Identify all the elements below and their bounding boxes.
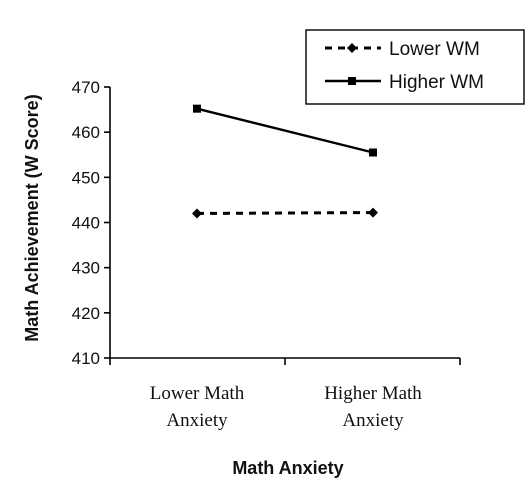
legend-marker-lower-wm	[347, 43, 357, 53]
y-tick-label: 460	[72, 123, 100, 142]
y-tick-label: 440	[72, 214, 100, 233]
legend: Lower WM Higher WM	[305, 29, 525, 105]
legend-marker-higher-wm	[348, 77, 356, 85]
legend-box	[305, 29, 525, 105]
y-axis-title: Math Achievement (W Score)	[22, 94, 42, 341]
x-axis-title: Math Anxiety	[232, 458, 343, 478]
y-tick-label: 410	[72, 349, 100, 368]
data-point-diamond	[192, 208, 202, 219]
y-tick-label: 470	[72, 78, 100, 97]
x-category-label: Lower Math Anxiety	[150, 383, 245, 431]
y-tick-label: 450	[72, 168, 100, 187]
series-line-lower-wm	[196, 211, 374, 215]
series-line-higher-wm	[196, 107, 374, 154]
x-category-label: Higher Math Anxiety	[324, 383, 422, 431]
y-tick-label: 420	[72, 304, 100, 323]
data-point-square	[369, 148, 377, 157]
legend-label-lower-wm: Lower WM	[389, 39, 480, 60]
data-point-square	[193, 104, 201, 113]
legend-label-higher-wm: Higher WM	[389, 72, 484, 93]
data-point-diamond	[368, 207, 378, 218]
y-tick-label: 430	[72, 259, 100, 278]
